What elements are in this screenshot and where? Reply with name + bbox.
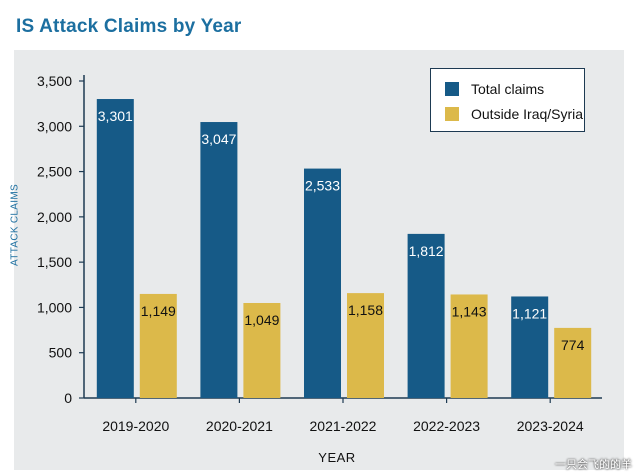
data-label: 1,049 — [244, 312, 279, 328]
chart-title: IS Attack Claims by Year — [16, 16, 242, 37]
y-axis-label: ATTACK CLAIMS — [9, 184, 21, 266]
bar — [96, 99, 134, 398]
bar — [243, 302, 281, 398]
data-label: 3,047 — [201, 131, 236, 147]
data-label: 1,149 — [141, 303, 176, 319]
bar — [554, 327, 592, 398]
data-label: 1,158 — [348, 302, 383, 318]
data-label: 3,301 — [98, 108, 133, 124]
bar — [347, 293, 384, 398]
chart-legend: Total claims Outside Iraq/Syria — [430, 68, 585, 132]
y-tick-label: 1,000 — [37, 299, 72, 315]
x-tick-label: 2022-2023 — [413, 418, 480, 434]
data-label: 774 — [561, 337, 585, 353]
bar — [450, 294, 488, 398]
legend-item-total-claims: Total claims — [445, 81, 544, 97]
bar — [200, 122, 238, 398]
y-tick-label: 2,000 — [37, 209, 72, 225]
y-tick-label: 3,500 — [37, 73, 72, 89]
y-tick-label: 0 — [64, 390, 72, 406]
legend-item-outside-iraq-syria: Outside Iraq/Syria — [445, 106, 583, 122]
bar — [304, 168, 341, 398]
data-label: 1,812 — [409, 243, 444, 259]
data-label: 1,121 — [512, 305, 547, 321]
bar — [407, 233, 445, 398]
y-tick-label: 1,500 — [37, 254, 72, 270]
watermark: 一只会飞的的羊 — [555, 459, 632, 471]
bar — [139, 293, 177, 398]
y-tick-label: 2,500 — [37, 164, 72, 180]
data-label: 1,143 — [452, 303, 487, 319]
legend-swatch-total-claims — [445, 82, 459, 96]
x-tick-label: 2019-2020 — [102, 418, 169, 434]
legend-label-total-claims: Total claims — [471, 81, 545, 97]
x-tick-label: 2023-2024 — [517, 418, 584, 434]
x-tick-label: 2020-2021 — [206, 418, 273, 434]
y-tick-label: 500 — [49, 345, 73, 361]
x-tick-label: 2021-2022 — [310, 418, 377, 434]
legend-swatch-outside-iraq-syria — [445, 107, 459, 121]
bar — [511, 296, 549, 398]
legend-label-outside-iraq-syria: Outside Iraq/Syria — [471, 106, 584, 122]
x-axis-label: YEAR — [318, 450, 356, 465]
y-tick-label: 3,000 — [37, 118, 72, 134]
data-label: 2,533 — [305, 178, 340, 194]
